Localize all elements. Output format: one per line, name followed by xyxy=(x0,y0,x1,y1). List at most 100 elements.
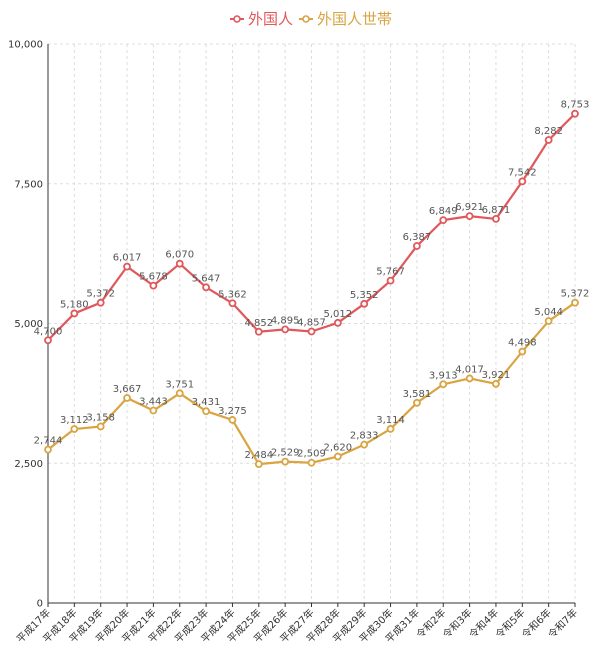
data-point[interactable] xyxy=(386,276,395,285)
data-point[interactable] xyxy=(281,457,290,466)
legend-label: 外国人 xyxy=(248,10,293,28)
data-point[interactable] xyxy=(518,347,527,356)
data-point[interactable] xyxy=(360,440,369,449)
data-label: 2,484 xyxy=(244,450,273,461)
grid xyxy=(48,43,576,603)
data-point[interactable] xyxy=(202,283,211,292)
series-group: 4,7005,1805,3726,0175,6786,0705,6475,362… xyxy=(34,100,590,469)
legend-label: 外国人世帯 xyxy=(317,10,392,28)
x-tick-label: 令和7年 xyxy=(545,606,580,641)
data-point[interactable] xyxy=(465,374,474,383)
data-label: 5,767 xyxy=(376,267,405,278)
data-label: 2,620 xyxy=(324,443,353,454)
data-label: 3,751 xyxy=(165,379,194,390)
data-point[interactable] xyxy=(149,406,158,415)
data-label: 3,431 xyxy=(192,397,221,408)
data-point[interactable] xyxy=(492,215,500,223)
data-label: 2,744 xyxy=(34,436,63,447)
data-label: 5,012 xyxy=(324,309,353,320)
axes: 02,5005,0007,50010,000平成17年平成18年平成19年平成2… xyxy=(8,40,580,646)
data-point[interactable] xyxy=(44,445,52,454)
data-point[interactable] xyxy=(571,298,579,307)
data-point[interactable] xyxy=(333,452,342,461)
data-label: 5,352 xyxy=(350,290,379,301)
legend-item-1[interactable]: 外国人 xyxy=(229,10,293,28)
data-label: 6,070 xyxy=(165,250,194,261)
data-label: 4,857 xyxy=(297,317,326,328)
data-point[interactable] xyxy=(70,425,79,433)
data-point[interactable] xyxy=(254,327,263,336)
data-point[interactable] xyxy=(44,336,52,345)
data-label: 6,017 xyxy=(113,253,142,264)
y-tick-label: 7,500 xyxy=(14,179,43,190)
data-label: 5,372 xyxy=(561,289,590,300)
data-point[interactable] xyxy=(544,317,553,325)
data-label: 6,387 xyxy=(403,232,432,243)
y-tick-label: 5,000 xyxy=(14,319,43,330)
data-point[interactable] xyxy=(228,299,237,308)
data-label: 3,114 xyxy=(376,415,405,426)
data-point[interactable] xyxy=(254,460,263,469)
data-point[interactable] xyxy=(96,422,105,431)
data-point[interactable] xyxy=(439,380,448,389)
data-label: 4,017 xyxy=(455,364,484,375)
data-point[interactable] xyxy=(439,216,448,225)
data-label: 5,180 xyxy=(60,299,89,310)
data-label: 2,509 xyxy=(297,449,326,460)
data-label: 3,443 xyxy=(139,397,168,408)
data-point[interactable] xyxy=(386,425,395,433)
legend-item-2[interactable]: 外国人世帯 xyxy=(299,10,392,28)
data-point[interactable] xyxy=(175,389,184,398)
data-point[interactable] xyxy=(465,212,474,221)
data-point[interactable] xyxy=(96,298,105,307)
data-point[interactable] xyxy=(149,281,158,290)
legend[interactable]: 外国人 外国人世帯 xyxy=(229,10,392,28)
legend-marker-icon xyxy=(302,15,310,23)
data-point[interactable] xyxy=(412,242,421,250)
data-label: 5,044 xyxy=(534,307,563,318)
data-point[interactable] xyxy=(307,327,316,336)
data-point[interactable] xyxy=(175,259,184,268)
data-label: 2,833 xyxy=(350,431,379,442)
data-point[interactable] xyxy=(307,458,316,467)
data-point[interactable] xyxy=(123,262,131,271)
data-label: 6,921 xyxy=(455,202,484,213)
data-point[interactable] xyxy=(571,109,579,118)
data-label: 6,871 xyxy=(482,205,511,216)
data-label: 8,282 xyxy=(534,126,563,137)
data-label: 4,895 xyxy=(271,315,300,326)
data-point[interactable] xyxy=(281,325,290,334)
data-label: 3,158 xyxy=(86,412,115,423)
series-1: 4,7005,1805,3726,0175,6786,0705,6475,362… xyxy=(34,100,590,345)
data-label: 3,581 xyxy=(403,389,432,400)
data-label: 3,667 xyxy=(113,384,142,395)
data-label: 2,529 xyxy=(271,448,300,459)
data-label: 5,647 xyxy=(192,273,221,284)
y-tick-label: 2,500 xyxy=(14,459,43,470)
data-point[interactable] xyxy=(333,318,342,327)
data-point[interactable] xyxy=(518,177,527,186)
legend-marker-icon xyxy=(233,15,241,23)
data-label: 8,753 xyxy=(561,100,590,111)
data-label: 7,542 xyxy=(508,167,537,178)
data-point[interactable] xyxy=(123,394,131,402)
data-point[interactable] xyxy=(412,398,421,407)
data-point[interactable] xyxy=(202,407,211,416)
data-label: 4,700 xyxy=(34,326,63,337)
data-point[interactable] xyxy=(70,309,79,318)
data-label: 5,678 xyxy=(139,272,168,283)
data-label: 6,849 xyxy=(429,206,458,217)
data-point[interactable] xyxy=(360,299,369,308)
y-tick-label: 10,000 xyxy=(8,40,43,51)
data-label: 4,852 xyxy=(244,318,273,329)
data-point[interactable] xyxy=(228,416,237,424)
data-point[interactable] xyxy=(492,379,500,388)
data-label: 3,921 xyxy=(482,370,511,381)
data-label: 5,362 xyxy=(218,289,247,300)
data-label: 5,372 xyxy=(86,289,115,300)
data-point[interactable] xyxy=(544,136,553,144)
data-label: 3,913 xyxy=(429,370,458,381)
data-label: 3,275 xyxy=(218,406,247,417)
